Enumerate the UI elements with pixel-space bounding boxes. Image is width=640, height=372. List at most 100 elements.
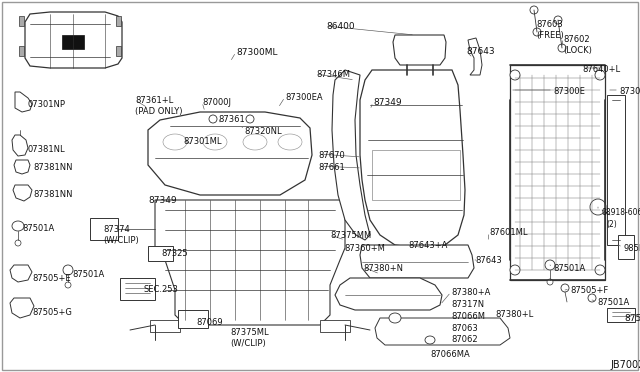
Text: 07381NL: 07381NL: [28, 145, 66, 154]
Text: 87505+G: 87505+G: [32, 308, 72, 317]
Ellipse shape: [278, 134, 302, 150]
Text: 87063: 87063: [451, 324, 477, 333]
Text: (W/CLIP): (W/CLIP): [103, 236, 139, 245]
Polygon shape: [13, 185, 32, 201]
Polygon shape: [155, 200, 345, 325]
Ellipse shape: [595, 70, 605, 80]
Text: (2): (2): [606, 220, 617, 229]
Text: 87066M: 87066M: [451, 312, 485, 321]
Polygon shape: [148, 112, 312, 195]
Ellipse shape: [533, 28, 541, 36]
Text: 87346M: 87346M: [316, 70, 350, 79]
Ellipse shape: [554, 16, 562, 24]
Text: 87380+L: 87380+L: [495, 310, 533, 319]
Bar: [19, 16, 24, 26]
Polygon shape: [468, 38, 482, 75]
Text: 87300EA: 87300EA: [285, 93, 323, 102]
Text: 87640+L: 87640+L: [582, 65, 620, 74]
Text: 87300E: 87300E: [553, 87, 585, 96]
Text: 87643: 87643: [466, 47, 495, 56]
Bar: [116, 46, 121, 56]
Text: 985H: 985H: [623, 244, 640, 253]
Ellipse shape: [246, 115, 254, 123]
Polygon shape: [332, 70, 370, 240]
Ellipse shape: [163, 134, 187, 150]
Ellipse shape: [561, 284, 569, 292]
Text: 87300ML: 87300ML: [236, 48, 278, 57]
Text: 87380+A: 87380+A: [451, 288, 490, 297]
Ellipse shape: [595, 265, 605, 275]
Text: 87501A: 87501A: [22, 224, 54, 233]
Ellipse shape: [510, 70, 520, 80]
Text: 87381NN: 87381NN: [33, 190, 72, 199]
Text: 87375ML: 87375ML: [230, 328, 269, 337]
Text: 87062: 87062: [451, 335, 477, 344]
Bar: [90, 218, 118, 240]
Polygon shape: [14, 160, 30, 174]
Text: 87381NN: 87381NN: [33, 163, 72, 172]
Text: (FREE): (FREE): [536, 31, 564, 40]
Polygon shape: [360, 245, 474, 278]
Bar: [607, 95, 625, 245]
Ellipse shape: [15, 240, 21, 246]
Ellipse shape: [243, 134, 267, 150]
Polygon shape: [393, 35, 446, 65]
Text: 86400: 86400: [326, 22, 355, 31]
Ellipse shape: [545, 260, 555, 270]
Ellipse shape: [510, 265, 520, 275]
Polygon shape: [360, 70, 465, 248]
Bar: [618, 235, 634, 259]
Text: 87603: 87603: [536, 20, 563, 29]
Polygon shape: [335, 278, 442, 310]
Ellipse shape: [63, 265, 73, 275]
Text: 87069: 87069: [196, 318, 223, 327]
Polygon shape: [10, 265, 32, 282]
Text: 87380+N: 87380+N: [363, 264, 403, 273]
Text: 87317N: 87317N: [451, 300, 484, 309]
Ellipse shape: [588, 294, 596, 302]
Bar: [320, 320, 350, 332]
Bar: [120, 278, 155, 300]
Ellipse shape: [389, 313, 401, 323]
Polygon shape: [25, 12, 122, 68]
Text: 87505+E: 87505+E: [32, 274, 70, 283]
Ellipse shape: [590, 199, 606, 215]
Ellipse shape: [530, 6, 538, 14]
Text: JB7002PD: JB7002PD: [610, 360, 640, 370]
Text: 87325: 87325: [161, 249, 188, 258]
Text: 87501A: 87501A: [553, 264, 585, 273]
Text: 87505: 87505: [624, 314, 640, 323]
Text: 87505+F: 87505+F: [570, 286, 608, 295]
Polygon shape: [15, 92, 32, 112]
Bar: [116, 16, 121, 26]
Text: 87501A: 87501A: [72, 270, 104, 279]
Ellipse shape: [425, 336, 435, 344]
Ellipse shape: [558, 44, 566, 52]
Bar: [510, 65, 605, 280]
Text: 87361+L: 87361+L: [135, 96, 173, 105]
Text: 87602: 87602: [563, 35, 589, 44]
Bar: [178, 310, 208, 328]
Bar: [150, 320, 180, 332]
Ellipse shape: [209, 115, 217, 123]
Text: 87374: 87374: [103, 225, 130, 234]
Text: 87360+M: 87360+M: [344, 244, 385, 253]
Ellipse shape: [12, 221, 24, 231]
Text: 87066MA: 87066MA: [430, 350, 470, 359]
Polygon shape: [12, 135, 28, 156]
Bar: [607, 308, 635, 322]
Bar: [372, 150, 460, 200]
Text: 87661: 87661: [318, 163, 345, 172]
Text: (PAD ONLY): (PAD ONLY): [135, 107, 182, 116]
Text: 08918-60610: 08918-60610: [601, 208, 640, 217]
Text: 87501A: 87501A: [597, 298, 629, 307]
Bar: [62, 35, 84, 49]
Bar: [19, 46, 24, 56]
Polygon shape: [375, 318, 510, 345]
Text: 87375MM: 87375MM: [330, 231, 371, 240]
Ellipse shape: [547, 279, 553, 285]
Text: 87349: 87349: [148, 196, 177, 205]
Text: 87643+A: 87643+A: [408, 241, 447, 250]
Bar: [148, 246, 173, 261]
Text: 87349: 87349: [373, 98, 402, 107]
